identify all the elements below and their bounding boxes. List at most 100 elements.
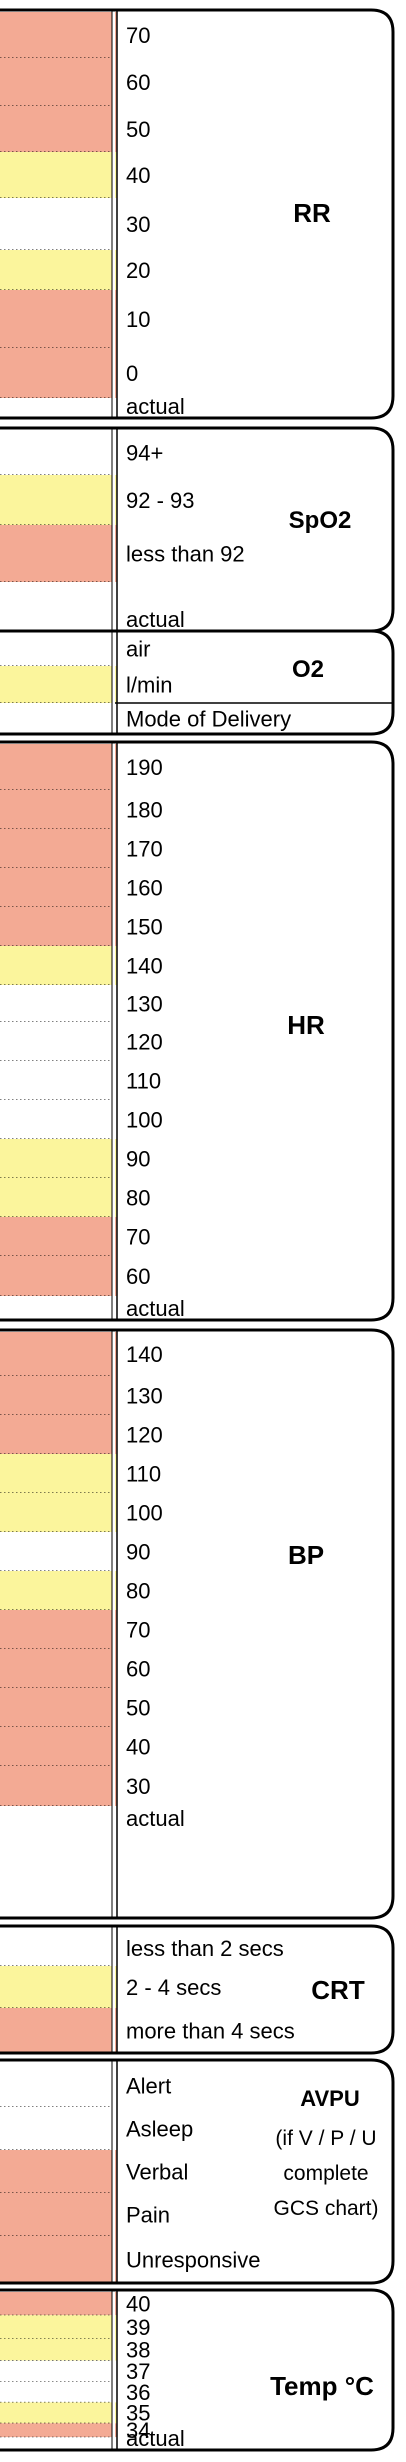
bp-row-label: 60 [126,1656,150,1681]
avpu-row-label: Pain [126,2202,170,2227]
hr-row-2-band [0,829,112,868]
bp-row-12-band [0,1806,112,1830]
temp-row-5-band [0,2402,112,2423]
avpu-row-1-band [0,2107,112,2150]
hr-row-10-band [0,1139,112,1178]
avpu-row-2-band [0,2150,112,2193]
bp-row-label: 50 [126,1695,150,1720]
rr-row-2-band [0,106,112,152]
temp-row-4-band [0,2381,112,2402]
rr-row-4-band [0,198,112,250]
temp-row-3-band [0,2361,112,2382]
hr-row-label: 70 [126,1224,150,1249]
temp-row-label: actual [126,2426,185,2451]
hr-row-label: 60 [126,1264,150,1289]
o2-row-label: Mode of Delivery [126,706,291,731]
section-avpu-subtitle-line: (if V / P / U [275,2127,376,2150]
temp-row-7-band [0,2437,112,2450]
crt-row-label: 2 - 4 secs [126,1975,221,2000]
hr-row-14-band [0,1296,112,1320]
o2-row-1-band [0,666,112,703]
bp-row-label: 130 [126,1383,163,1408]
hr-row-label: 130 [126,991,163,1016]
section-avpu-subtitle-line: GCS chart) [273,2197,378,2220]
bp-row-3-band [0,1454,112,1493]
section-avpu: AlertAsleepVerbalPainUnresponsiveAVPU(if… [0,2060,393,2283]
bp-row-label: 120 [126,1422,163,1447]
rr-row-5-band [0,250,112,290]
avpu-row-label: Unresponsive [126,2247,261,2272]
temp-row-1-band [0,2315,112,2338]
section-avpu-subtitle-line: complete [283,2162,368,2185]
bp-row-6-band [0,1571,112,1610]
o2-row-label: l/min [126,672,172,697]
rr-row-label: 0 [126,361,138,386]
section-spo2: 94+ 92 - 93 less than 92 actual SpO2 [0,428,393,632]
hr-row-1-band [0,790,112,829]
crt-row-0-band [0,1930,112,1966]
avpu-row-0-band [0,2064,112,2107]
section-crt: less than 2 secs 2 - 4 secs more than 4 se… [0,1926,393,2053]
hr-row-9-band [0,1100,112,1139]
rr-row-label: 20 [126,258,150,283]
hr-row-label: actual [126,1296,185,1321]
hr-row-label: 90 [126,1146,150,1171]
hr-row-4-band [0,907,112,946]
temp-row-2-band [0,2338,112,2360]
spo2-row-label: 94+ [126,440,163,465]
section-temp-title: Temp °C [270,2371,374,2401]
bp-row-label: 110 [126,1461,161,1486]
bp-row-8-band [0,1649,112,1688]
avpu-row-label: Asleep [126,2116,193,2141]
hr-row-12-band [0,1217,112,1256]
crt-row-2-band [0,2008,112,2053]
spo2-row-0-band [0,430,112,475]
section-bp: 140 130 120 110 100 90 80 70 60 50 40 30 actual BP [0,1330,393,1918]
bp-row-label: 90 [126,1539,150,1564]
bp-row-10-band [0,1727,112,1766]
crt-row-label: more than 4 secs [126,2018,295,2043]
rr-row-label: 60 [126,70,150,95]
hr-row-8-band [0,1061,112,1100]
spo2-row-3-band [0,582,112,631]
bp-row-11-band [0,1766,112,1806]
bp-row-label: 80 [126,1578,150,1603]
temp-row-0-band [0,2292,112,2315]
hr-row-label: 160 [126,875,163,900]
rr-row-label: 70 [126,23,150,48]
hr-row-label: 140 [126,953,163,978]
hr-row-label: 80 [126,1185,150,1210]
bp-row-label: 70 [126,1617,150,1642]
bp-row-7-band [0,1610,112,1649]
avpu-row-label: Verbal [126,2159,188,2184]
bp-row-1-band [0,1376,112,1415]
o2-row-label: air [126,636,150,661]
rr-row-0-band [0,12,112,58]
bp-row-label: 100 [126,1500,163,1525]
section-spo2-title: SpO2 [289,507,352,534]
hr-row-5-band [0,946,112,985]
spo2-row-label: actual [126,607,185,632]
hr-row-11-band [0,1178,112,1217]
section-rr-title: RR [293,198,331,228]
hr-row-label: 170 [126,836,163,861]
rr-row-6-band [0,290,112,348]
section-rr: 70 60 50 40 30 20 10 0 actual RR [0,10,393,419]
o2-row-0-band [0,631,112,666]
bp-row-label: 30 [126,1774,150,1799]
temp-row-label: 39 [126,2315,150,2340]
hr-row-label: 100 [126,1107,163,1132]
spo2-row-2-band [0,525,112,582]
avpu-row-label: Alert [126,2073,171,2098]
rr-row-label: 40 [126,163,150,188]
bp-row-label: 140 [126,1342,163,1367]
spo2-row-label: 92 - 93 [126,488,195,513]
rr-row-label: 30 [126,212,150,237]
bp-row-5-band [0,1532,112,1571]
hr-row-0-band [0,744,112,790]
hr-row-label: 110 [126,1068,161,1093]
temp-row-6-band [0,2423,112,2437]
spo2-row-label: less than 92 [126,541,245,566]
crt-row-label: less than 2 secs [126,1936,284,1961]
